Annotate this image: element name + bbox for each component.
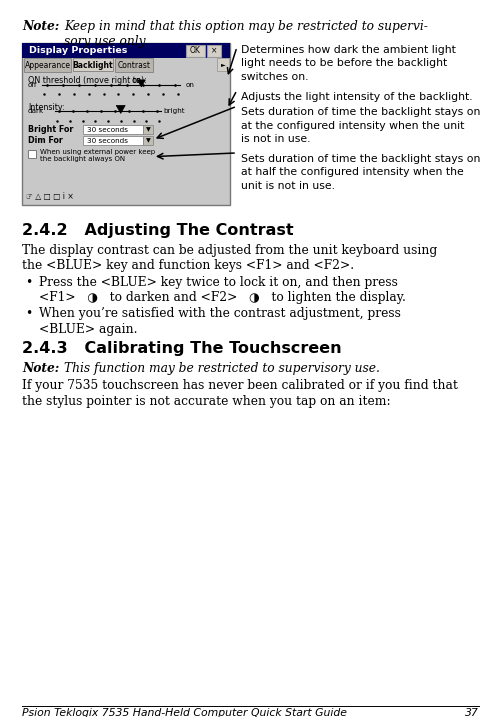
Text: ►: ► [221,62,225,67]
Text: bright: bright [163,108,184,114]
Text: on: on [186,82,195,88]
Text: <BLUE> again.: <BLUE> again. [39,323,138,336]
Bar [73,58,113,72]
Text: the stylus pointer is not accurate when you tap on an item:: the stylus pointer is not accurate when … [22,394,391,408]
Text: Psion Teklogix 7535 Hand-Held Computer Quick Start Guide: Psion Teklogix 7535 Hand-Held Computer Q… [22,708,347,717]
Text: When you’re satisfied with the contrast adjustment, press: When you’re satisfied with the contrast … [39,308,401,320]
Text: This function may be restricted to supervisory use.: This function may be restricted to super… [64,362,380,375]
Text: Sets duration of time the backlight stays on: Sets duration of time the backlight stay… [241,154,481,164]
Polygon shape [137,80,145,87]
Text: •: • [25,276,32,289]
Text: is not in use.: is not in use. [241,134,311,144]
Text: at the configured intensity when the unit: at the configured intensity when the uni… [241,120,464,130]
Text: ▼: ▼ [146,128,151,133]
Text: Keep in mind that this option may be restricted to supervi-: Keep in mind that this option may be res… [64,20,428,33]
Text: •: • [25,308,32,320]
Text: on):: on): [132,76,148,85]
Text: If your 7535 touchscreen has never been calibrated or if you find that: If your 7535 touchscreen has never been … [22,379,458,392]
Text: ON threshold (move right to: ON threshold (move right to [28,76,141,85]
Text: the <BLUE> key and function keys <F1> and <F2>.: the <BLUE> key and function keys <F1> an… [22,259,354,272]
Text: Backlight: Backlight [73,61,113,70]
Text: Display Properties: Display Properties [29,46,127,55]
Text: unit is not in use.: unit is not in use. [241,181,335,191]
Bar [186,44,205,57]
Text: 30 seconds: 30 seconds [87,127,128,133]
Text: Determines how dark the ambient light: Determines how dark the ambient light [241,45,456,55]
Text: OK: OK [190,46,201,55]
Text: 2.4.2   Adjusting The Contrast: 2.4.2 Adjusting The Contrast [22,223,294,238]
Text: Press the <BLUE> key twice to lock it on, and then press: Press the <BLUE> key twice to lock it on… [39,276,398,289]
Bar [28,150,36,158]
Bar [22,43,230,205]
Text: Sets duration of time the backlight stays on: Sets duration of time the backlight stay… [241,108,481,117]
Bar [115,58,153,72]
Text: When using external power keep: When using external power keep [40,149,155,156]
Text: off: off [28,82,37,88]
Text: Note:: Note: [22,362,59,375]
Bar [207,44,221,57]
Text: ▼: ▼ [146,138,151,143]
Text: the backlight always ON: the backlight always ON [40,156,125,163]
Bar [83,136,143,146]
Bar [24,58,71,72]
Text: light needs to be before the backlight: light needs to be before the backlight [241,59,447,68]
Text: switches on.: switches on. [241,72,309,82]
Text: dark: dark [28,108,44,114]
Text: ×: × [211,46,217,55]
Text: Contrast: Contrast [117,61,151,70]
Text: 2.4.3   Calibrating The Touchscreen: 2.4.3 Calibrating The Touchscreen [22,341,341,356]
Polygon shape [116,105,125,113]
Text: Note:: Note: [22,20,59,33]
Text: Dim For: Dim For [28,136,63,146]
Text: Appearance: Appearance [24,61,71,70]
Text: 37: 37 [465,708,479,717]
Text: The display contrast can be adjusted from the unit keyboard using: The display contrast can be adjusted fro… [22,244,437,257]
Bar [143,125,153,134]
Text: 30 seconds: 30 seconds [87,138,128,144]
Text: ☞ △ □ □ i ×: ☞ △ □ □ i × [26,192,74,201]
Text: <F1>   ◑   to darken and <F2>   ◑   to lighten the display.: <F1> ◑ to darken and <F2> ◑ to lighten t… [39,291,406,304]
Bar [22,43,230,58]
Text: sory use only.: sory use only. [64,35,148,48]
Bar [143,136,153,146]
Text: at half the configured intensity when the: at half the configured intensity when th… [241,168,464,178]
Text: Intensity:: Intensity: [28,103,65,112]
Bar [217,58,229,72]
Text: Adjusts the light intensity of the backlight.: Adjusts the light intensity of the backl… [241,92,473,102]
Bar [83,125,143,134]
Text: Bright For: Bright For [28,125,74,134]
